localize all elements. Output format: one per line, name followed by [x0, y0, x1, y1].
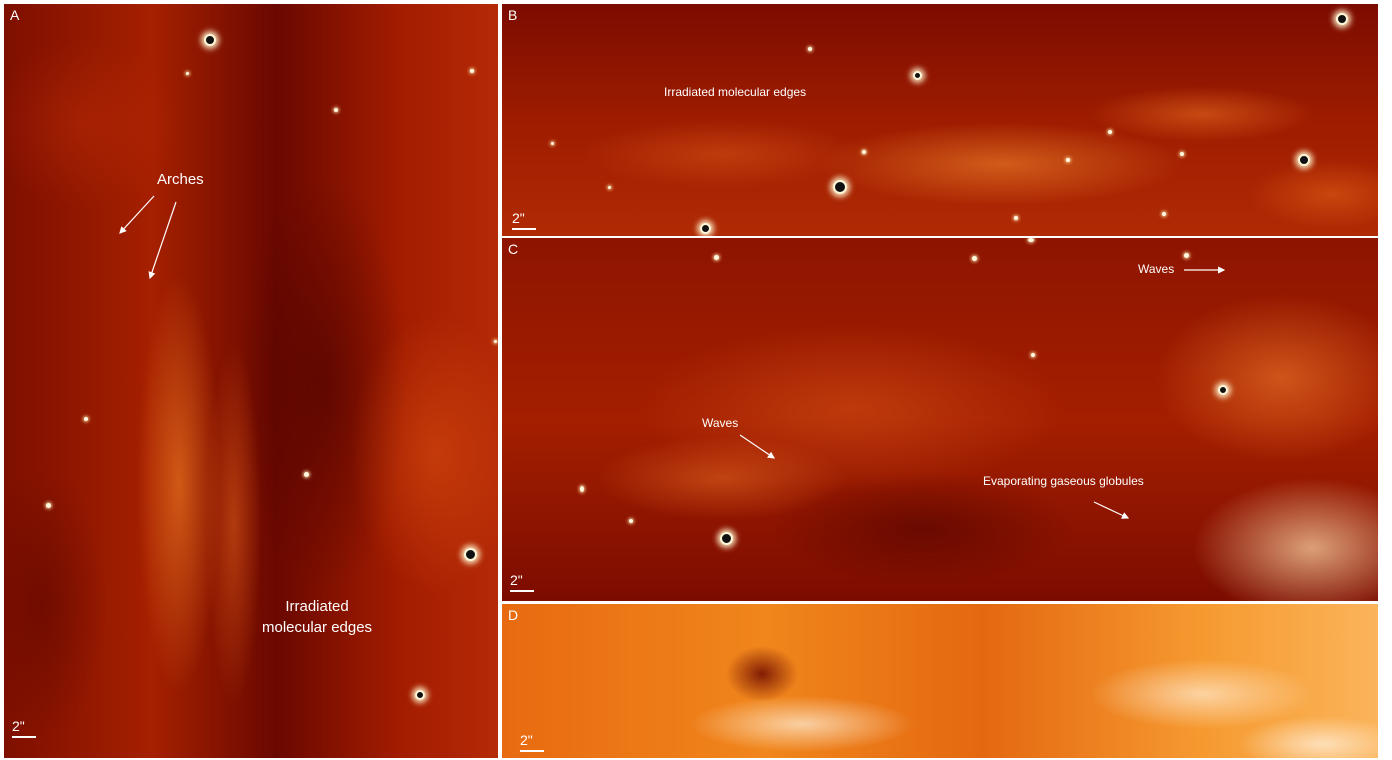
scale-bar-a: 2" [12, 718, 36, 738]
star [1336, 13, 1348, 25]
scale-bar-c: 2" [510, 572, 534, 592]
panel-c-image: C Waves Waves Evaporating gaseous globul… [502, 238, 1378, 601]
star [1180, 152, 1184, 156]
arches-annotation: Arches [157, 171, 204, 188]
star [608, 186, 611, 189]
star [700, 223, 711, 234]
panel-a-image: A Arches Irradiated molecular edges 2" [4, 4, 498, 758]
scale-label-a: 2" [12, 718, 25, 734]
evaporating-globules-annotation: Evaporating gaseous globules [983, 474, 1144, 488]
scale-bar-d: 2" [520, 732, 544, 752]
panel-d-label: D [508, 607, 519, 623]
star [415, 690, 425, 700]
star [580, 486, 584, 492]
star [464, 548, 477, 561]
star [334, 108, 338, 112]
star [1028, 238, 1034, 242]
panel-c-label: C [508, 241, 519, 257]
star [629, 519, 633, 523]
panel-d-image: D 2" [502, 604, 1378, 758]
scale-bar-b: 2" [512, 210, 536, 230]
star [1162, 212, 1166, 216]
arches-arrows [119, 195, 177, 280]
star [84, 417, 88, 421]
star [1218, 385, 1228, 395]
star [551, 142, 554, 145]
star [1014, 216, 1018, 220]
star [186, 72, 189, 75]
scale-line-a [12, 736, 36, 738]
scale-line-b [512, 228, 536, 230]
star [913, 71, 922, 80]
star [494, 340, 497, 343]
irradiated-edges-annotation: Irradiated molecular edges [262, 596, 372, 638]
panel-b-label: B [508, 7, 518, 23]
star [1031, 353, 1035, 357]
panel-c-arrows [739, 266, 1226, 519]
irradiated-edges-line2: molecular edges [262, 619, 373, 636]
star [808, 47, 812, 51]
irradiated-edges-annotation-b: Irradiated molecular edges [664, 85, 807, 99]
panel-b-image: B Irradiated molecular edges 2" [502, 4, 1378, 236]
scale-label-d: 2" [520, 732, 533, 748]
scale-label-c: 2" [510, 572, 523, 588]
panel-a-label: A [10, 7, 20, 23]
irradiated-edges-line1: Irradiated [285, 598, 349, 615]
star [470, 69, 474, 73]
waves-annotation-left: Waves [702, 416, 739, 430]
scale-label-b: 2" [512, 210, 525, 226]
star [720, 532, 733, 545]
waves-annotation-top: Waves [1138, 262, 1175, 276]
star [1298, 154, 1310, 166]
star [972, 256, 977, 261]
star [1184, 253, 1189, 258]
star [1066, 158, 1070, 162]
star [833, 180, 847, 194]
star [862, 150, 866, 154]
star [304, 472, 309, 477]
star [204, 34, 216, 46]
star [1108, 130, 1112, 134]
star [46, 503, 51, 508]
star [714, 255, 719, 260]
scale-line-c [510, 590, 534, 592]
scale-line-d [520, 750, 544, 752]
